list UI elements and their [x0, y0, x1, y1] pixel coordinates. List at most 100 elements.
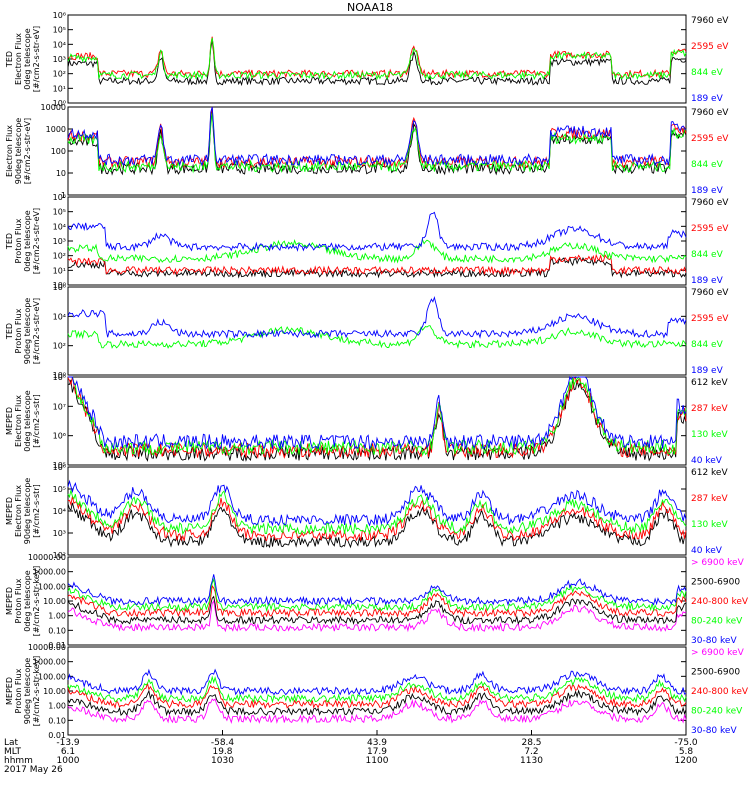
series-line	[67, 595, 687, 625]
series-line	[67, 40, 687, 87]
y-axis-label: Electron Flux	[5, 125, 14, 177]
y-axis-label: 90deg telescope	[23, 298, 32, 365]
footer-value: 1000	[57, 756, 80, 766]
series-line	[67, 689, 687, 717]
series-line	[67, 112, 687, 174]
legend-entry: 189 eV	[691, 366, 724, 376]
y-tick-label: 0.01	[48, 731, 66, 740]
legend-entry: 612 keV	[691, 468, 728, 478]
y-tick-label: 10²	[53, 342, 66, 351]
series-line	[67, 325, 687, 349]
footer-value: 1200	[675, 756, 698, 766]
footer-value: 43.9	[367, 738, 387, 748]
y-tick-label: 10⁶	[53, 193, 66, 202]
panel-7: 0.01 0.10 1.00 10.00 100.00 1000.00 10000.00 ME…	[5, 553, 749, 650]
footer-row-label: hhmm	[4, 756, 33, 766]
y-tick-label: 10.00	[43, 687, 66, 696]
y-axis-label: [#/cm2-s-str]	[32, 394, 41, 447]
y-tick-label: 10000.00	[28, 643, 66, 652]
footer-value: 5.8	[679, 747, 694, 757]
series-line	[67, 675, 687, 704]
y-tick-label: 10²	[53, 551, 66, 560]
y-axis-label: Electron Flux	[14, 485, 23, 537]
series-line	[67, 106, 687, 169]
y-tick-label: 10²	[53, 252, 66, 261]
y-tick-label: 10⁰	[53, 281, 66, 290]
y-tick-label: 10⁵	[53, 461, 66, 470]
y-axis-label: [#/cm2-s-str-eV]	[32, 208, 41, 274]
y-tick-label: 10⁰	[53, 99, 66, 108]
series-line	[67, 37, 687, 81]
y-tick-label: 0.10	[48, 626, 66, 635]
legend-entry: 7960 eV	[691, 108, 729, 118]
panel-1: 10⁰ 10¹ 10² 10³ 10⁴ 10⁵ 10⁶ TED Electron Flux 0de…	[5, 11, 729, 108]
figure-title: NOAA18	[347, 1, 393, 14]
series-line	[67, 584, 687, 618]
y-tick-label: 10000	[41, 103, 66, 112]
y-axis-label: 0deg telescope	[23, 210, 32, 271]
y-tick-label: 10⁵	[53, 208, 66, 217]
legend-entry: 844 eV	[691, 340, 724, 350]
y-tick-label: 1.00	[48, 612, 66, 621]
y-tick-label: 10¹	[53, 84, 66, 93]
legend-entry: 189 eV	[691, 186, 724, 196]
panel-frame	[67, 286, 687, 376]
y-tick-label: 10²	[53, 70, 66, 79]
series-line	[67, 106, 687, 167]
footer-value: 17.9	[367, 747, 387, 757]
y-tick-label: 10⁶	[53, 463, 66, 472]
series-line	[67, 295, 687, 339]
legend-entry: 40 keV	[691, 546, 723, 556]
legend-entry: 844 eV	[691, 160, 724, 170]
y-tick-label: 1.00	[48, 702, 66, 711]
y-tick-label: 10.00	[43, 597, 66, 606]
series-line	[67, 668, 687, 696]
legend-entry: 30-80 keV	[691, 636, 737, 646]
y-axis-label: [#/cm2-s-str]	[32, 484, 41, 537]
y-axis-label: 90deg telescope	[14, 118, 23, 185]
series-line	[67, 379, 687, 462]
panel-2: 1 10 100 1000 10000 Electron Flux 90deg telesc…	[5, 103, 729, 200]
footer-value: -13.9	[56, 738, 80, 748]
y-axis-label: 90deg telescope	[23, 478, 32, 545]
series-line	[67, 599, 687, 633]
legend-entry: 287 keV	[691, 494, 728, 504]
y-tick-label: 100	[51, 147, 66, 156]
y-tick-label: 10	[56, 169, 66, 178]
series-line	[67, 376, 687, 457]
legend-entry: > 6900 keV	[691, 648, 745, 658]
legend-entry: 7960 eV	[691, 288, 729, 298]
y-axis-label: [#/cm2-s-str-eV]	[32, 298, 41, 364]
panel-3: 10⁰ 10¹ 10² 10³ 10⁴ 10⁵ 10⁶ TED Proton Flux 0deg …	[5, 193, 729, 290]
legend-entry: 2500-6900	[691, 668, 740, 678]
footer-value: 1030	[211, 756, 234, 766]
y-axis-label: [#/cm2-s-str-keV]	[32, 656, 41, 727]
y-axis-label: Electron Flux	[14, 395, 23, 447]
series-line	[67, 238, 687, 264]
y-tick-label: 100.00	[38, 672, 66, 681]
legend-entry: 189 eV	[691, 94, 724, 104]
y-axis-label: Proton Flux	[14, 668, 23, 713]
series-line	[67, 681, 687, 710]
legend-entry: 844 eV	[691, 68, 724, 78]
legend-entry: 287 keV	[691, 404, 728, 414]
legend-entry: 189 eV	[691, 276, 724, 286]
y-tick-label: 10000.00	[28, 553, 66, 562]
footer-value: -58.4	[211, 738, 235, 748]
series-line	[67, 577, 687, 613]
legend-entry: 130 keV	[691, 430, 728, 440]
y-axis-label: MEPED	[5, 497, 14, 525]
footer-row-label: Lat	[4, 738, 19, 748]
y-axis-label: 0deg telescope	[23, 28, 32, 89]
y-axis-label: MEPED	[5, 587, 14, 615]
legend-entry: 2500-6900	[691, 578, 740, 588]
y-tick-label: 10⁰	[53, 371, 66, 380]
footer-value: 28.5	[521, 738, 541, 748]
y-axis-label: Electron Flux	[14, 33, 23, 85]
y-tick-label: 10⁸	[53, 373, 66, 382]
y-axis-label: MEPED	[5, 407, 14, 435]
legend-entry: 80-240 keV	[691, 707, 743, 717]
